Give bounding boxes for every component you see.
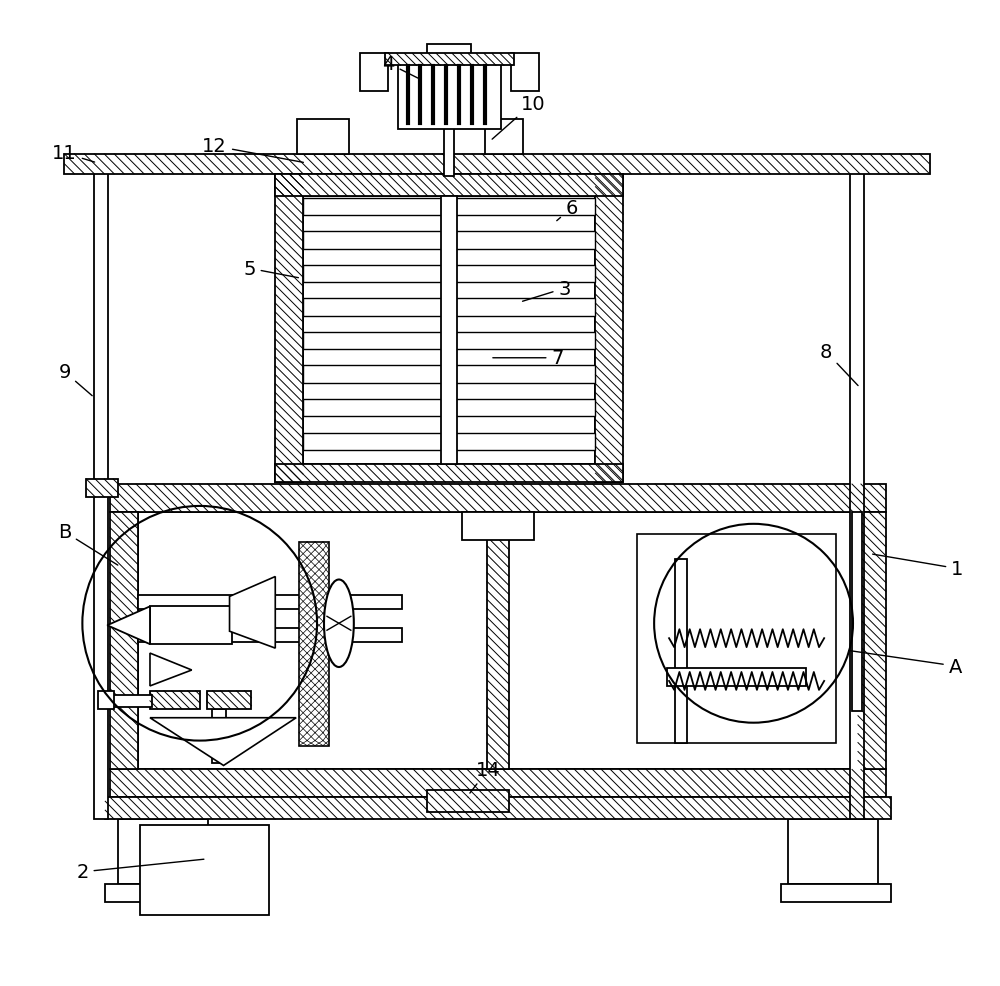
Text: 8: 8 (820, 343, 858, 387)
Bar (150, 691, 200, 709)
Bar (303, 399, 595, 417)
Bar (427, 44, 471, 64)
Bar (150, 606, 232, 645)
Text: 9: 9 (58, 363, 92, 396)
Bar (207, 691, 251, 709)
Text: B: B (58, 523, 118, 566)
Bar (86, 479, 118, 498)
Bar (850, 172, 864, 819)
Bar (110, 695, 152, 707)
Bar (667, 669, 806, 686)
Bar (441, 196, 457, 464)
Bar (303, 196, 595, 464)
Bar (138, 513, 858, 770)
Polygon shape (230, 577, 275, 649)
Bar (138, 629, 402, 643)
Bar (105, 883, 215, 902)
Bar (303, 299, 595, 317)
Text: 11: 11 (52, 144, 95, 164)
Bar (595, 175, 623, 482)
Bar (110, 484, 886, 513)
Bar (275, 464, 623, 482)
Text: 4: 4 (382, 55, 418, 79)
Bar (788, 819, 878, 883)
Bar (110, 513, 138, 770)
Bar (110, 770, 886, 798)
Bar (297, 120, 349, 155)
Bar (427, 791, 509, 812)
Bar (275, 175, 623, 196)
Bar (360, 54, 388, 92)
Bar (303, 433, 595, 451)
Bar (94, 172, 108, 819)
Text: 1: 1 (873, 554, 964, 579)
Bar (303, 232, 595, 249)
Bar (98, 691, 114, 709)
Bar (781, 883, 891, 902)
Bar (138, 596, 402, 609)
Text: 12: 12 (202, 137, 303, 164)
Bar (303, 366, 595, 384)
Bar (852, 513, 862, 711)
Bar (462, 513, 534, 540)
Bar (303, 265, 595, 283)
Text: 7: 7 (493, 349, 564, 368)
Bar (487, 513, 509, 770)
Text: 10: 10 (492, 95, 545, 140)
Text: A: A (849, 651, 962, 675)
Text: 5: 5 (243, 259, 298, 278)
Bar (303, 332, 595, 350)
Text: 14: 14 (470, 760, 500, 794)
Text: 3: 3 (523, 279, 571, 302)
Bar (398, 62, 501, 130)
Bar (444, 123, 454, 176)
Bar (303, 198, 595, 216)
Bar (385, 54, 514, 66)
Bar (485, 120, 523, 155)
Bar (64, 155, 930, 175)
Bar (858, 513, 886, 770)
Bar (118, 819, 208, 883)
Bar (675, 559, 687, 742)
Bar (299, 542, 329, 745)
Polygon shape (150, 718, 296, 766)
Bar (275, 175, 303, 482)
Bar (212, 709, 226, 764)
Polygon shape (107, 606, 150, 645)
Bar (637, 534, 836, 742)
Bar (511, 54, 539, 92)
Text: 2: 2 (76, 860, 204, 881)
Ellipse shape (324, 580, 354, 668)
Polygon shape (150, 654, 192, 686)
Bar (105, 798, 891, 819)
Text: 6: 6 (557, 199, 578, 222)
Bar (140, 825, 269, 915)
